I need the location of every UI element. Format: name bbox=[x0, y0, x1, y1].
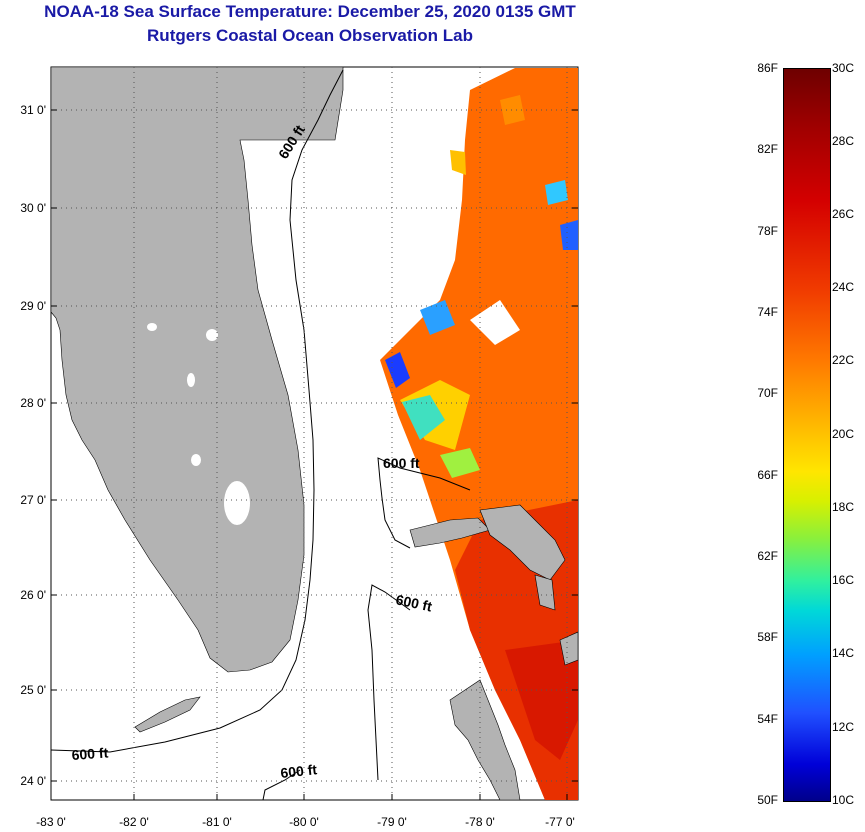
page-title: NOAA-18 Sea Surface Temperature: Decembe… bbox=[44, 2, 576, 21]
graticule bbox=[51, 67, 578, 800]
lon-label: -81 0' bbox=[202, 815, 232, 829]
lake-shape bbox=[187, 373, 195, 387]
colorbar-f-label: 86F bbox=[757, 61, 778, 75]
lon-label: -80 0' bbox=[289, 815, 319, 829]
lake-shape bbox=[147, 323, 157, 331]
isobath-label: 600 ft bbox=[394, 591, 433, 614]
colorbar-c-label: 10C bbox=[832, 793, 855, 807]
lon-label: -83 0' bbox=[36, 815, 66, 829]
lat-label: 31 0' bbox=[20, 103, 46, 117]
lat-label: 27 0' bbox=[20, 493, 46, 507]
lat-label: 28 0' bbox=[20, 396, 46, 410]
lat-label: 24 0' bbox=[20, 774, 46, 788]
axis-ticks bbox=[51, 109, 578, 800]
colorbar-f-label: 62F bbox=[757, 549, 778, 563]
lake-shape bbox=[191, 454, 201, 466]
lat-label: 25 0' bbox=[20, 683, 46, 697]
florida-keys bbox=[134, 696, 201, 733]
colorbar-c-label: 24C bbox=[832, 280, 855, 294]
sst-swath bbox=[380, 68, 578, 800]
lat-label: 29 0' bbox=[20, 299, 46, 313]
colorbar-c-label: 28C bbox=[832, 134, 855, 148]
lake-shape bbox=[206, 329, 218, 341]
lon-label: -78 0' bbox=[465, 815, 495, 829]
colorbar-c-label: 16C bbox=[832, 573, 855, 587]
colorbar-f-label: 82F bbox=[757, 142, 778, 156]
page-subtitle: Rutgers Coastal Ocean Observation Lab bbox=[147, 26, 473, 45]
colorbar-f-label: 50F bbox=[757, 793, 778, 807]
colorbar-c-label: 20C bbox=[832, 427, 855, 441]
bahamas-land bbox=[409, 504, 578, 800]
lake-okeechobee bbox=[224, 481, 250, 525]
lon-label: -79 0' bbox=[377, 815, 407, 829]
colorbar-f-label: 58F bbox=[757, 630, 778, 644]
isobath-label: 600 ft bbox=[280, 761, 318, 781]
lat-label: 26 0' bbox=[20, 588, 46, 602]
temperature-colorbar bbox=[783, 68, 831, 802]
isobath-600ft bbox=[51, 69, 471, 800]
colorbar-f-label: 54F bbox=[757, 712, 778, 726]
colorbar-c-label: 14C bbox=[832, 646, 855, 660]
colorbar-c-label: 12C bbox=[832, 720, 855, 734]
colorbar-c-label: 26C bbox=[832, 207, 855, 221]
colorbar-f-label: 74F bbox=[757, 305, 778, 319]
colorbar-c-label: 30C bbox=[832, 61, 855, 75]
isobath-label: 600 ft bbox=[383, 455, 420, 471]
colorbar-c-label: 18C bbox=[832, 500, 855, 514]
colorbar-c-label: 22C bbox=[832, 353, 855, 367]
florida-land bbox=[51, 67, 344, 673]
lat-label: 30 0' bbox=[20, 201, 46, 215]
isobath-label: 600 ft bbox=[71, 744, 109, 763]
lon-label: -82 0' bbox=[119, 815, 149, 829]
colorbar-f-label: 78F bbox=[757, 224, 778, 238]
lon-label: -77 0' bbox=[545, 815, 575, 829]
colorbar-f-label: 66F bbox=[757, 468, 778, 482]
colorbar-f-label: 70F bbox=[757, 386, 778, 400]
